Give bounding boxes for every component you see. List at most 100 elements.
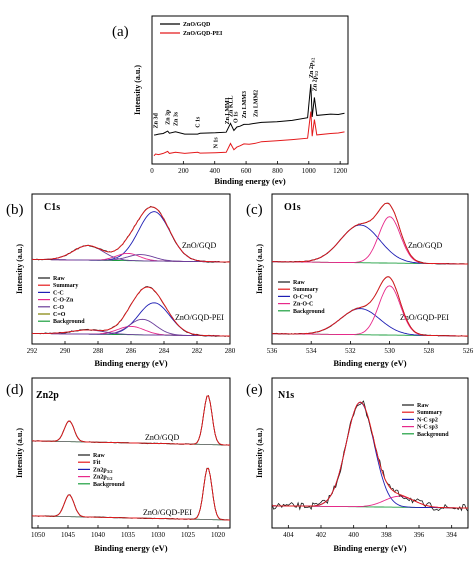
panel-c-tick-label: 530 <box>384 347 395 355</box>
panel-b-title: C1s <box>44 202 60 213</box>
top-raw-line <box>271 202 469 265</box>
bottom-summary-line <box>272 276 468 337</box>
peak-label-zn-2p1-2: Zn 2p1/2 <box>312 71 319 91</box>
panel-b-tick-label: 290 <box>60 347 71 355</box>
panel-c-x-ticks: 536 534 532 530 528 526 <box>267 341 474 355</box>
panel-e-letter: (e) <box>246 382 263 398</box>
panel-d-letter: (d) <box>6 382 24 398</box>
panel-d-x-label: Binding energy (eV) <box>94 543 167 553</box>
panel-d-tick-label: 1025 <box>181 531 196 539</box>
panel-d-sample-top: ZnO/GQD <box>145 433 179 442</box>
panel-c-tick-label: 526 <box>463 347 474 355</box>
peak-label-zn-lmm1: Zn LMM1 <box>225 97 231 124</box>
panel-e-frame <box>271 377 469 529</box>
panel-b-legend-label-c-c: C-C <box>53 290 64 296</box>
panel-b-tick-label: 284 <box>159 347 170 355</box>
panel-c-frame <box>271 193 469 345</box>
series-zno-gqd <box>153 83 345 136</box>
single-raw-line <box>271 400 469 512</box>
bottom-component-zn2p-3-2 <box>31 467 230 521</box>
panel-a-series <box>153 83 345 157</box>
panel-c: (c) O1s ZnO/GQD ZnO/GQD-PEI RawSummaryO-… <box>246 193 474 368</box>
peak-label-zn-2p3-2: Zn 2p3/2 <box>309 58 316 78</box>
panel-d-tick-label: 1020 <box>211 531 226 539</box>
panel-d-legend-label-zn2p1-2: Zn2p1/2 <box>93 475 113 482</box>
series-zno-gqd-pei <box>153 111 345 157</box>
panel-d-y-label: Intensity (a.u.) <box>15 428 24 478</box>
panel-a-tick-label: 400 <box>209 167 220 175</box>
panel-b-series <box>31 205 231 337</box>
panel-a-letter: (a) <box>112 24 129 40</box>
panel-c-letter: (c) <box>246 202 263 218</box>
legend-label-zno-gqd-pei: ZnO/GQD-PEI <box>183 31 223 37</box>
top-summary-line <box>32 206 230 263</box>
panel-d-legend-label-background: Background <box>93 482 125 488</box>
panel-d-tick-label: 1035 <box>121 531 136 539</box>
top-component-c-c <box>32 211 230 263</box>
panel-a-tick-label: 1000 <box>302 167 317 175</box>
panel-d-tick-label: 1045 <box>61 531 76 539</box>
top-summary-line <box>272 202 468 265</box>
panel-d-legend-label-raw: Raw <box>93 453 105 459</box>
panel-d-tick-label: 1040 <box>91 531 106 539</box>
panel-c-sample-top: ZnO/GQD <box>408 241 442 250</box>
panel-e-x-label: Binding energy (eV) <box>333 543 406 553</box>
panel-c-tick-label: 532 <box>345 347 356 355</box>
panel-c-legend-label-summary: Summary <box>293 287 318 293</box>
panel-a-tick-label: 800 <box>272 167 283 175</box>
panel-e-x-ticks: 404 402 400 398 396 394 <box>283 525 457 539</box>
panel-b-legend-label-c-o: C=O <box>53 312 66 318</box>
panel-e-tick-label: 404 <box>283 531 294 539</box>
panel-e-legend-label-n-c-sp3: N-C sp3 <box>417 425 438 431</box>
panel-b-legend-label-summary: Summary <box>53 283 78 289</box>
panel-d-legend-label-zn2p3-2: Zn2p3/2 <box>93 467 113 474</box>
panel-a: (a) 0 200 400 600 800 1000 1200 Binding energy… <box>112 15 349 186</box>
top-raw-line <box>31 395 231 446</box>
panel-b-sample-bottom: ZnO/GQD-PEI <box>175 313 224 322</box>
panel-a-x-ticks: 0 200 400 600 800 1000 1200 <box>150 161 348 175</box>
peak-label-zn-lmm2: Zn LMM2 <box>253 90 259 117</box>
single-summary-line <box>272 401 468 509</box>
panel-e-tick-label: 396 <box>414 531 425 539</box>
panel-a-tick-label: 1200 <box>333 167 348 175</box>
bottom-summary-line <box>32 286 230 337</box>
panel-c-title: O1s <box>284 202 301 213</box>
panel-b-legend-label-c-o-zn: C-O-Zn <box>53 298 74 304</box>
panel-a-tick-label: 0 <box>150 167 154 175</box>
peak-label-c-1s: C 1s <box>196 116 202 128</box>
panel-b-x-ticks: 292 290 288 286 284 282 280 <box>27 341 236 355</box>
panel-c-tick-label: 534 <box>306 347 317 355</box>
bottom-summary-line <box>31 467 230 521</box>
panel-e-tick-label: 398 <box>381 531 392 539</box>
panel-a-tick-label: 200 <box>178 167 189 175</box>
panel-e-tick-label: 402 <box>316 531 327 539</box>
peak-label-zn-3d: Zn 3d <box>154 113 160 129</box>
panel-e-y-label: Intensity (a.u.) <box>255 428 264 478</box>
panel-b-legend-label-c-o: C-O <box>53 305 64 311</box>
panel-e-tick-label: 394 <box>446 531 457 539</box>
panel-c-series <box>271 202 469 337</box>
top-component-zn2p-3-2 <box>31 395 230 446</box>
panel-a-legend: ZnO/GQD ZnO/GQD-PEI <box>160 22 223 37</box>
panel-b-tick-label: 280 <box>225 347 236 355</box>
panel-a-y-label: Intensity (a.u.) <box>133 65 142 115</box>
panel-e-title: N1s <box>278 390 294 401</box>
peak-label-n-1s: N 1s <box>213 137 219 149</box>
legend-label-zno-gqd: ZnO/GQD <box>183 22 211 28</box>
panel-d-frame <box>31 377 231 529</box>
peak-label-zn-lmm3: Zn LMM3 <box>242 91 248 118</box>
panel-c-x-label: Binding energy (eV) <box>333 358 406 368</box>
panel-e-legend-label-summary: Summary <box>417 410 442 416</box>
panel-c-y-label: Intensity (a.u.) <box>255 244 264 294</box>
panel-b-legend-label-raw: Raw <box>53 276 65 282</box>
panel-e-legend-label-background: Background <box>417 432 449 438</box>
panel-e-legend-label-raw: Raw <box>417 403 429 409</box>
panel-c-tick-label: 536 <box>267 347 278 355</box>
